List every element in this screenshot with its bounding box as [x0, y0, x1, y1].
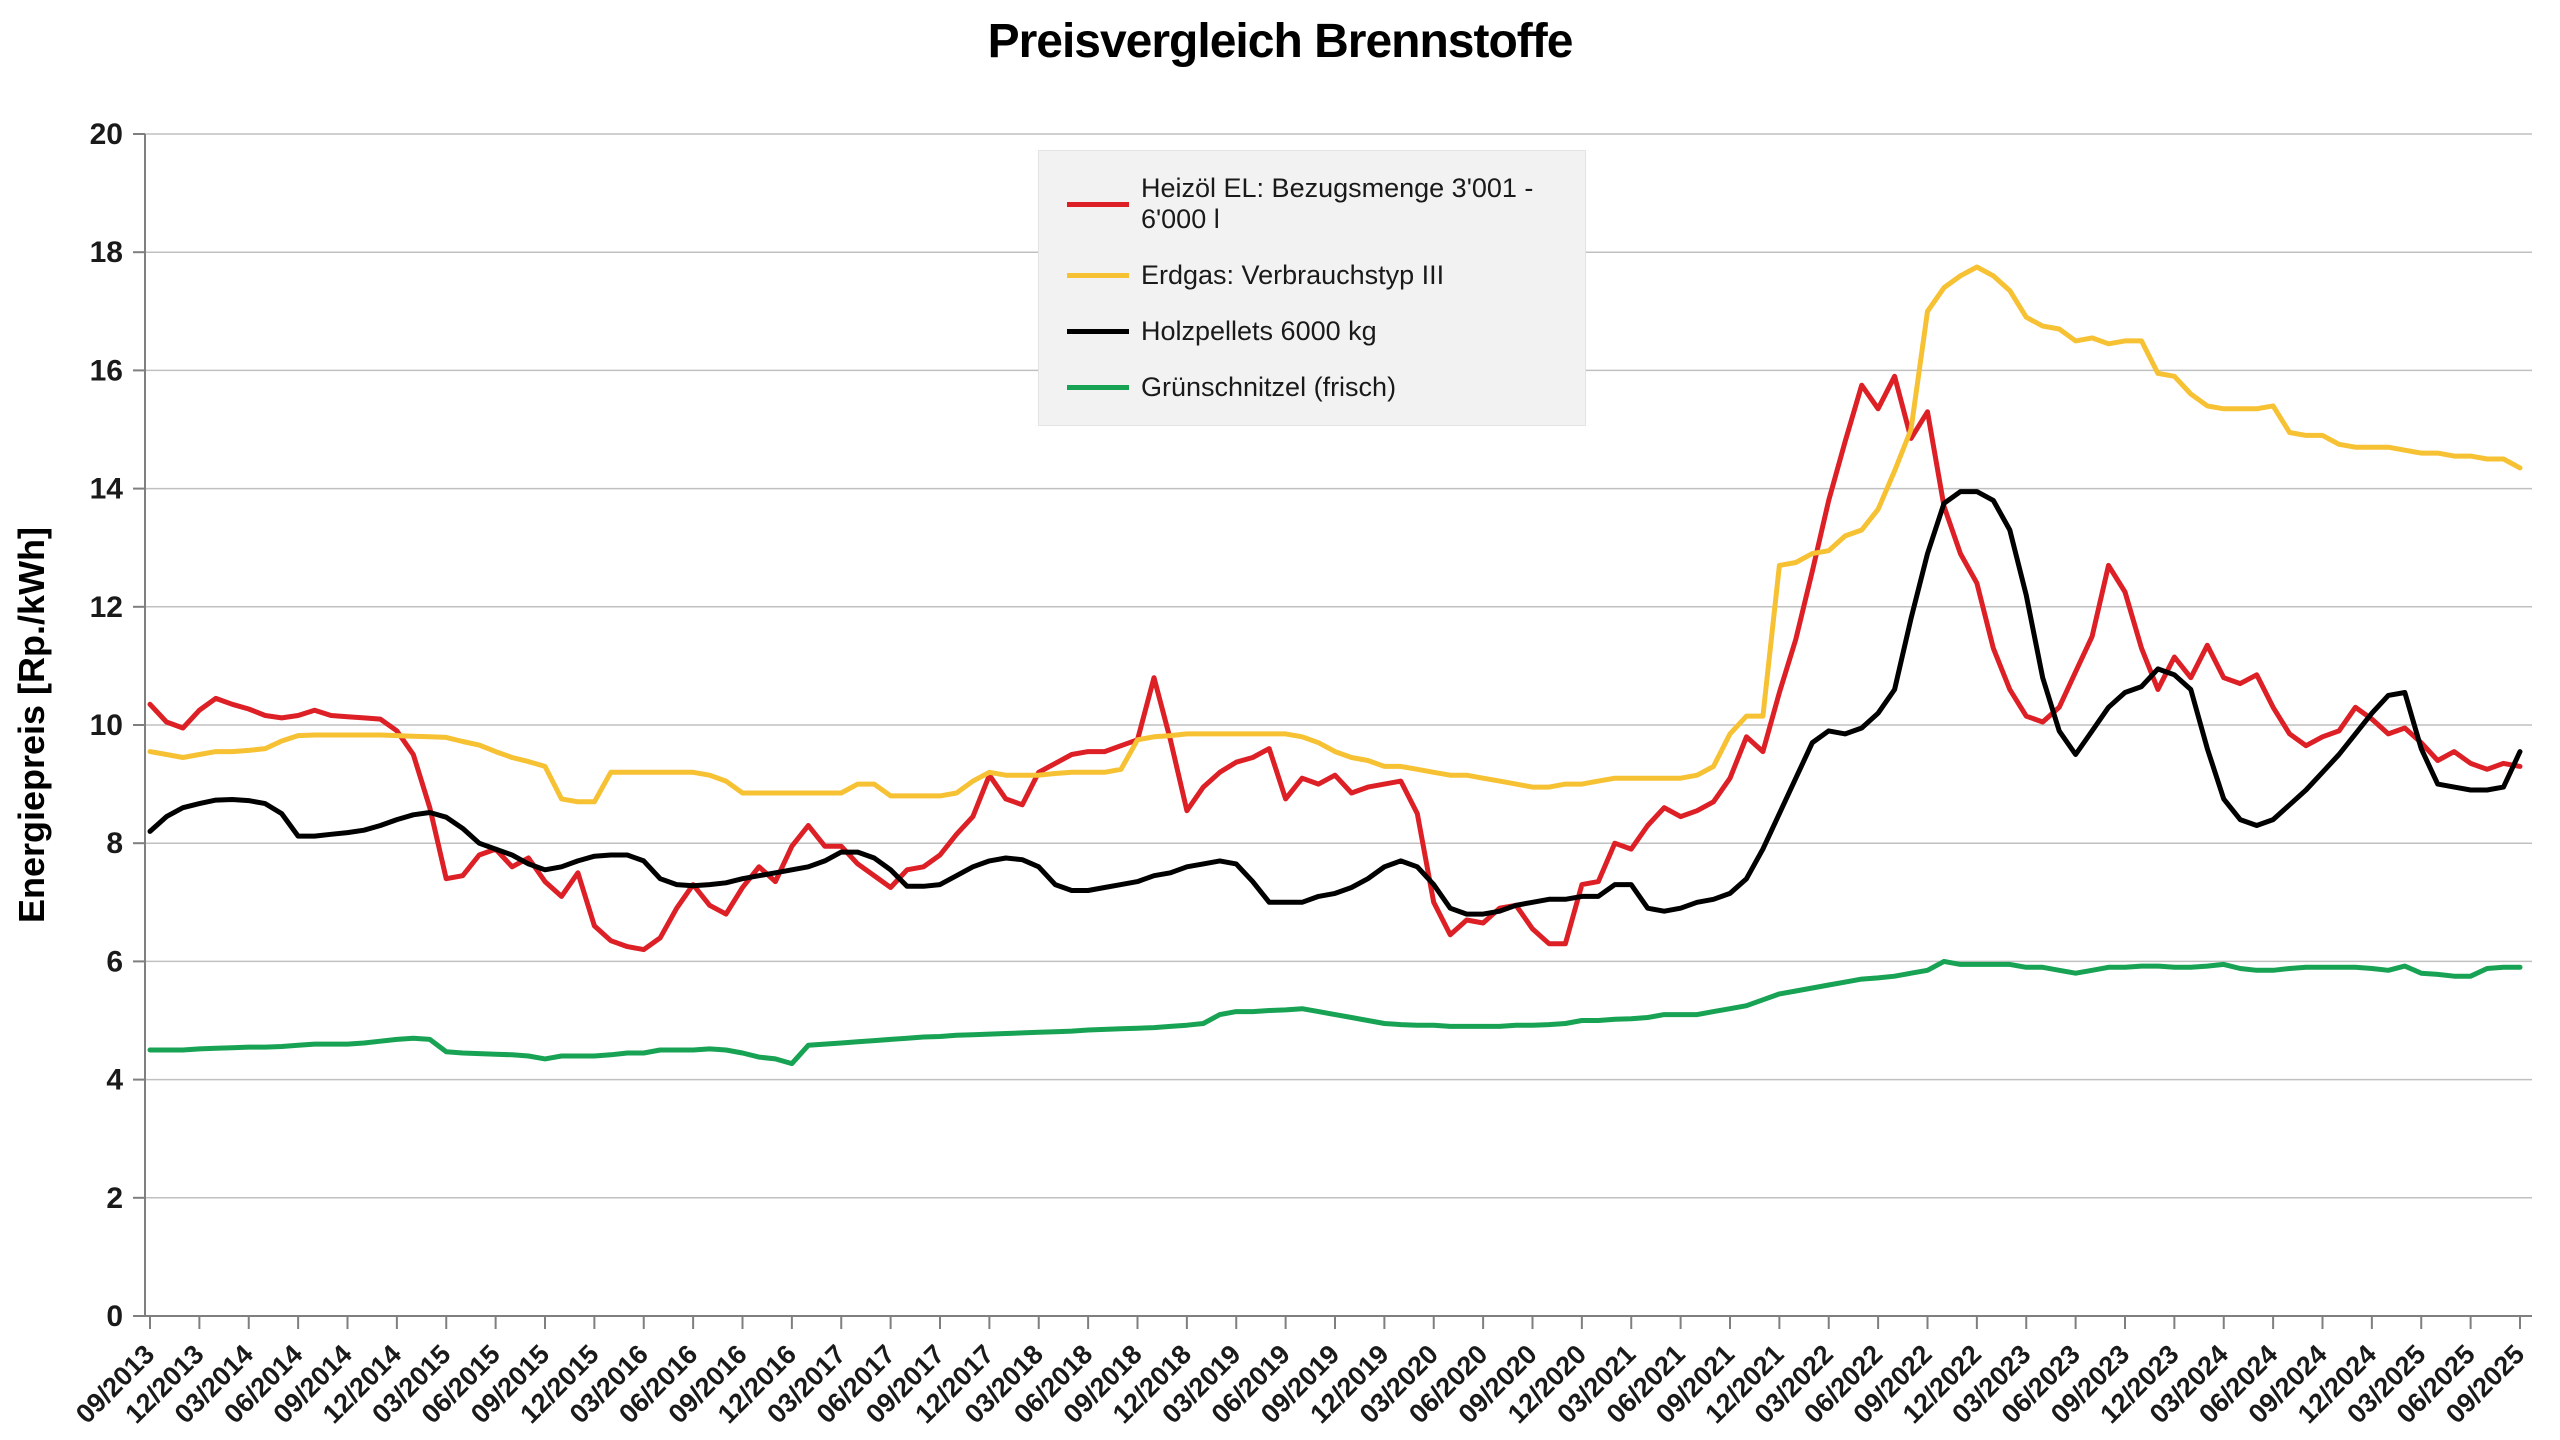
- series-line-holzpellets: [147, 489, 2523, 917]
- legend-item-gruenschnitzel: Grünschnitzel (frisch): [1039, 372, 1585, 403]
- legend-label-holzpellets: Holzpellets 6000 kg: [1141, 315, 1377, 346]
- y-tick-label: 16: [90, 354, 123, 387]
- legend-swatch-heizoel: [1067, 201, 1129, 207]
- y-tick-label: 2: [106, 1182, 123, 1215]
- legend-swatch-gruenschnitzel: [1067, 384, 1129, 390]
- legend-swatch-erdgas: [1067, 273, 1129, 279]
- legend-label-gruenschnitzel: Grünschnitzel (frisch): [1141, 371, 1397, 402]
- y-tick-label: 12: [90, 591, 123, 624]
- legend-item-holzpellets: Holzpellets 6000 kg: [1039, 316, 1585, 347]
- legend-box: Heizöl EL: Bezugsmenge 3'001 - 6'000 l E…: [1038, 150, 1586, 426]
- y-tick-label: 0: [106, 1300, 123, 1333]
- y-tick-label: 20: [90, 118, 123, 151]
- y-axis-title: Energiepreis [Rp./kWh]: [11, 527, 52, 923]
- y-tick-label: 14: [90, 473, 124, 506]
- y-tick-label: 6: [106, 945, 123, 978]
- chart-title: Preisvergleich Brennstoffe: [987, 15, 1574, 68]
- legend-item-erdgas: Erdgas: Verbrauchstyp III: [1039, 260, 1585, 291]
- y-tick-label: 4: [106, 1064, 123, 1097]
- legend-label-heizoel: Heizöl EL: Bezugsmenge 3'001 - 6'000 l: [1141, 173, 1534, 235]
- legend-swatch-holzpellets: [1067, 328, 1129, 334]
- legend-label-erdgas: Erdgas: Verbrauchstyp III: [1141, 260, 1445, 291]
- series-line-heizoel: [147, 373, 2523, 953]
- y-tick-label: 18: [90, 236, 123, 269]
- legend-item-heizoel: Heizöl EL: Bezugsmenge 3'001 - 6'000 l: [1039, 173, 1585, 235]
- y-tick-label: 8: [106, 827, 123, 860]
- series-line-erdgas: [147, 264, 2523, 805]
- y-tick-label: 10: [90, 709, 123, 742]
- series-line-gruenschnitzel: [147, 958, 2523, 1067]
